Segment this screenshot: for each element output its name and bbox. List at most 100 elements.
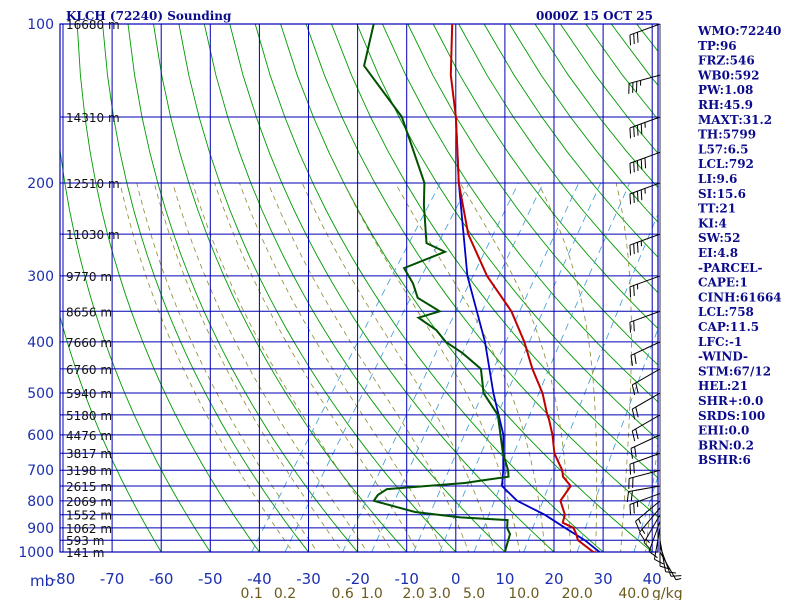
mixing-ratio-label: 2.0 — [403, 586, 425, 600]
moist-adiabat-line — [343, 182, 521, 552]
sounding-index-label: EHI:0.0 — [698, 424, 749, 438]
pressure-unit-label: mb — [30, 572, 54, 590]
wind-barb-half-flag — [641, 529, 646, 534]
wind-barb-flag — [635, 406, 639, 418]
wind-barb-flag — [648, 551, 658, 559]
sounding-index-label: HEL:21 — [698, 379, 748, 393]
pressure-tick-label: 1000 — [18, 545, 54, 561]
wind-barb — [629, 233, 661, 256]
wind-barb-flag — [634, 353, 637, 365]
sounding-index-label: WB0:592 — [697, 68, 759, 82]
mixing-ratio-label: 0.2 — [274, 586, 296, 600]
wind-barb-flag — [670, 575, 682, 577]
sounding-index-label: CINH:61664 — [698, 290, 782, 304]
sounding-indices-panel: WMO:72240TP:96FRZ:546WB0:592PW:1.08RH:45… — [697, 24, 782, 467]
wind-barb-flag — [633, 126, 635, 138]
pressure-tick-label: 700 — [27, 463, 54, 479]
wind-barb — [630, 341, 661, 366]
wind-barb-flag — [634, 446, 637, 458]
sounding-index-label: WMO:72240 — [697, 24, 781, 38]
temperature-tick-label: -20 — [345, 570, 370, 588]
wind-barb-flag — [629, 127, 632, 139]
sounding-index-label: TT:21 — [698, 202, 736, 216]
dry-adiabat-line — [331, 24, 658, 479]
moist-adiabat-line — [239, 182, 444, 552]
parcel-path-line — [455, 116, 601, 552]
sounding-index-label: LCL:758 — [698, 305, 754, 319]
mixing-ratio-line — [284, 182, 470, 552]
dry-adiabat-line — [381, 24, 658, 403]
temperature-tick-label: 20 — [544, 570, 563, 588]
height-label: 7660 m — [66, 336, 112, 350]
temperature-tick-label: 0 — [451, 570, 461, 588]
wind-barb-flag — [629, 286, 632, 298]
wind-barb-flag — [629, 163, 632, 174]
chart-datetime: 0000Z 15 OCT 25 — [536, 9, 653, 23]
wind-barb-flag — [629, 322, 632, 333]
pressure-tick-label: 500 — [27, 386, 54, 402]
sounding-index-label: TH:5799 — [698, 128, 756, 142]
sounding-traces — [363, 24, 601, 552]
wind-barb-half-flag — [645, 538, 650, 544]
wind-barb-flag — [633, 285, 635, 296]
chart-title: KLCH (72240) Sounding — [66, 9, 232, 23]
sounding-index-label: FRZ:546 — [698, 54, 755, 68]
wind-barb — [629, 151, 661, 174]
pressure-tick-label: 300 — [27, 269, 54, 285]
mixing-ratio-label: 0.1 — [241, 586, 263, 600]
height-label: 1552 m — [66, 509, 112, 523]
wind-barb-shaft — [629, 116, 661, 129]
wind-barb-shaft — [632, 392, 661, 410]
moist-adiabat-line — [459, 182, 571, 552]
moist-adiabat-line — [537, 182, 598, 552]
sounding-index-label: SHR+:0.0 — [698, 394, 763, 408]
wind-barb-flag — [630, 490, 633, 502]
height-label: 14310 m — [66, 111, 120, 125]
mixing-ratio-label: 3.0 — [429, 586, 451, 600]
mixing-ratio-line — [473, 182, 631, 552]
wind-barb-flag — [636, 160, 639, 171]
pressure-tick-label: 800 — [27, 494, 54, 510]
mixing-ratio-label: 20.0 — [562, 586, 593, 600]
wind-barb-flag — [630, 448, 634, 459]
temperature-tick-label: 40 — [643, 570, 662, 588]
wind-barbs — [626, 23, 682, 581]
moist-adiabat-line — [153, 182, 343, 552]
wind-barb-flag — [654, 558, 664, 565]
wind-barb-half-flag — [675, 578, 682, 581]
mixing-ratio-line — [342, 182, 519, 552]
wind-barb-shaft — [628, 74, 661, 84]
wind-barb-flag — [633, 320, 635, 332]
temperature-tick-label: 30 — [594, 570, 613, 588]
wind-barb-flag — [635, 428, 639, 440]
dry-adiabat-line — [458, 24, 658, 294]
wind-barb-flag — [636, 191, 639, 202]
wind-barb — [626, 485, 661, 503]
height-label: 593 m — [66, 534, 104, 548]
sounding-index-label: CAPE:1 — [698, 276, 748, 290]
sounding-index-label: MAXT:31.2 — [698, 113, 772, 127]
sounding-index-label: BRN:0.2 — [698, 438, 754, 452]
mixing-ratio-unit-label: g/kg — [652, 586, 683, 600]
sounding-index-label: PW:1.08 — [698, 83, 753, 97]
wind-barb-flag — [631, 408, 636, 420]
dry-adiabat-line — [432, 24, 658, 330]
wind-barb-flag — [626, 491, 629, 503]
wind-barb — [631, 392, 661, 420]
mixing-ratio-line — [371, 182, 544, 552]
wind-barb — [631, 414, 661, 442]
wind-barb — [628, 74, 661, 94]
wind-barb-flag — [636, 125, 639, 136]
height-label: 3198 m — [66, 464, 112, 478]
sounding-index-label: BSHR:6 — [698, 453, 751, 467]
height-label: 5940 m — [66, 387, 112, 401]
wind-barb-shaft — [629, 23, 661, 36]
wind-barb-flag — [629, 34, 632, 46]
wind-barb — [631, 368, 661, 396]
wind-barb — [629, 310, 661, 333]
wind-barb-shaft — [630, 341, 661, 356]
sounding-index-label: -PARCEL- — [698, 261, 763, 275]
wind-barb-flag — [635, 382, 639, 394]
wind-barb — [629, 493, 661, 515]
